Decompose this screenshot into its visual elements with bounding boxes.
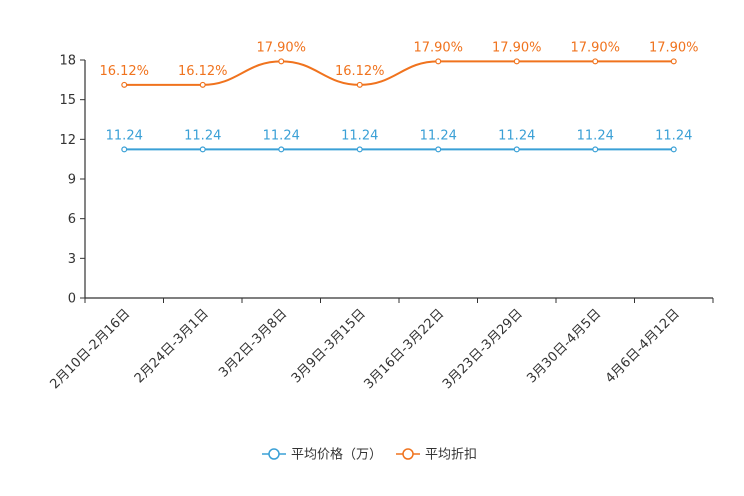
x-tick-label: 2月24日-3月1日 <box>132 306 212 386</box>
legend-item-1[interactable]: 平均折扣 <box>396 448 477 463</box>
x-tick-label: 3月23日-3月29日 <box>440 306 526 392</box>
data-label: 11.24 <box>106 128 143 143</box>
legend-item-0[interactable]: 平均价格（万） <box>262 447 382 463</box>
data-label: 17.90% <box>413 40 463 55</box>
series-0: 11.24 11.24 11.24 11.24 11.24 11.24 11.24 11.24 <box>106 128 692 153</box>
data-label: 11.24 <box>498 128 535 143</box>
y-tick-label: 0 <box>68 292 76 307</box>
x-tick-label: 3月2日-3月8日 <box>216 306 290 380</box>
data-point[interactable] <box>121 81 128 88</box>
data-point[interactable] <box>670 58 677 65</box>
data-label: 17.90% <box>649 40 699 55</box>
data-point[interactable] <box>513 58 520 65</box>
data-label: 11.24 <box>655 128 692 143</box>
data-point[interactable] <box>278 146 285 153</box>
data-point[interactable] <box>356 146 363 153</box>
data-label: 11.24 <box>420 128 457 143</box>
series-line <box>124 60 674 86</box>
data-label: 11.24 <box>577 128 614 143</box>
data-label: 16.12% <box>178 64 228 79</box>
series-layer: 11.24 11.24 11.24 11.24 11.24 11.24 11.24 11.24… <box>99 40 699 153</box>
data-point[interactable] <box>278 58 285 65</box>
y-tick-label: 18 <box>59 54 76 69</box>
data-label: 11.24 <box>341 128 378 143</box>
data-point[interactable] <box>121 146 128 153</box>
x-tick-label: 4月6日-4月12日 <box>603 306 683 386</box>
y-tick-label: 9 <box>68 173 76 188</box>
data-point[interactable] <box>592 58 599 65</box>
data-point[interactable] <box>592 146 599 153</box>
y-tick-label: 6 <box>68 212 76 227</box>
data-point[interactable] <box>199 81 206 88</box>
y-axis: 0 3 6 9 12 15 18 <box>59 54 86 307</box>
x-tick-label: 3月30日-4月5日 <box>524 306 604 386</box>
y-tick-label: 12 <box>59 133 76 148</box>
data-label: 17.90% <box>492 40 542 55</box>
data-point[interactable] <box>513 146 520 153</box>
data-label: 17.90% <box>570 40 620 55</box>
data-label: 16.12% <box>335 64 385 79</box>
x-tick-label: 2月10日-2月16日 <box>48 306 134 392</box>
data-point[interactable] <box>670 146 677 153</box>
legend-label: 平均价格（万） <box>291 447 382 463</box>
data-label: 11.24 <box>263 128 300 143</box>
data-label: 11.24 <box>184 128 221 143</box>
y-tick-label: 15 <box>59 93 76 108</box>
data-label: 16.12% <box>99 64 149 79</box>
legend-marker-icon <box>268 448 280 460</box>
legend-marker-icon <box>402 448 414 460</box>
legend-label: 平均折扣 <box>425 448 477 463</box>
data-point[interactable] <box>199 146 206 153</box>
series-1: 16.12% 16.12% 17.90% 16.12% 17.90% 17.90% 17.9… <box>99 40 699 88</box>
legend: 平均价格（万） 平均折扣 <box>262 447 477 463</box>
data-point[interactable] <box>435 58 442 65</box>
data-point[interactable] <box>356 81 363 88</box>
y-tick-label: 3 <box>68 252 76 267</box>
x-tick-label: 3月16日-3月22日 <box>362 306 448 392</box>
data-point[interactable] <box>435 146 442 153</box>
data-label: 17.90% <box>256 40 306 55</box>
x-tick-label: 3月9日-3月15日 <box>289 306 369 386</box>
